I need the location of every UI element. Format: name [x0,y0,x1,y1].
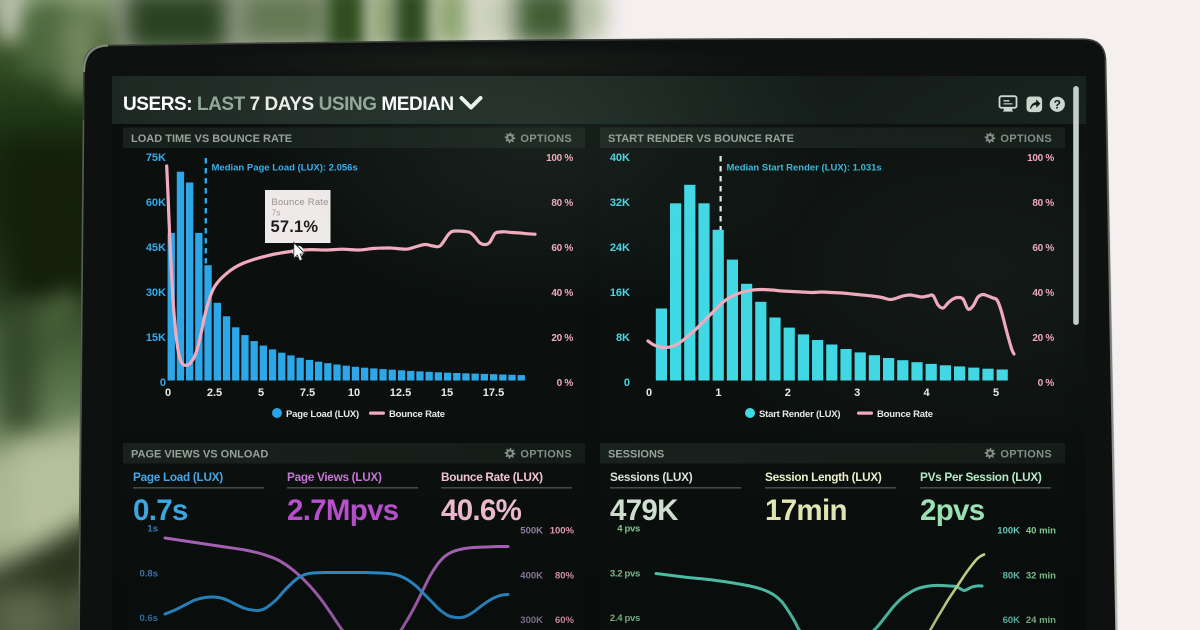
svg-text:7s: 7s [272,208,281,218]
svg-text:45K: 45K [146,242,166,254]
svg-text:0 %: 0 % [1038,378,1055,389]
svg-text:2.7Mpvs: 2.7Mpvs [287,494,399,527]
svg-text:Bounce Rate: Bounce Rate [272,197,329,208]
svg-text:2: 2 [785,387,791,399]
svg-text:3.2 pvs: 3.2 pvs [610,568,640,579]
svg-text:0: 0 [624,377,630,389]
svg-text:40 %: 40 % [551,288,573,299]
svg-text:80K: 80K [1003,570,1021,581]
svg-text:20 %: 20 % [551,333,573,344]
svg-text:0 %: 0 % [557,378,574,389]
svg-text:100K: 100K [997,526,1020,537]
svg-text:Median Page Load (LUX): 2.056s: Median Page Load (LUX): 2.056s [212,163,358,174]
svg-text:1s: 1s [147,524,158,535]
svg-text:15K: 15K [146,332,166,344]
svg-text:0: 0 [165,387,171,399]
svg-text:USERS: LAST 7 DAYS USING MEDIA: USERS: LAST 7 DAYS USING MEDIAN [123,94,454,115]
svg-text:60 %: 60 % [1032,243,1054,254]
svg-text:OPTIONS: OPTIONS [1000,133,1052,145]
svg-text:40.6%: 40.6% [441,494,522,527]
svg-text:24 min: 24 min [1026,615,1056,626]
svg-text:0: 0 [646,387,652,399]
svg-text:2pvs: 2pvs [920,494,985,527]
svg-text:75K: 75K [146,152,166,164]
svg-text:Median Start Render (LUX): 1.0: Median Start Render (LUX): 1.031s [727,163,882,174]
svg-text:479K: 479K [610,494,679,527]
svg-text:30K: 30K [146,287,166,299]
svg-text:Start Render (LUX): Start Render (LUX) [759,409,840,420]
svg-text:OPTIONS: OPTIONS [520,449,572,461]
svg-text:Page Load (LUX): Page Load (LUX) [286,409,359,420]
svg-text:4: 4 [924,387,931,399]
svg-text:10: 10 [348,387,360,399]
svg-text:20 %: 20 % [1032,333,1054,344]
svg-text:100 %: 100 % [546,153,573,164]
svg-text:80 %: 80 % [551,198,573,209]
svg-text:Sessions (LUX): Sessions (LUX) [610,470,693,484]
svg-text:5: 5 [258,387,264,399]
svg-text:24K: 24K [610,242,630,254]
svg-text:60K: 60K [146,197,166,209]
svg-text:Session Length (LUX): Session Length (LUX) [765,470,882,484]
svg-text:17.5: 17.5 [483,387,504,399]
svg-text:PVs Per Session (LUX): PVs Per Session (LUX) [920,470,1042,484]
svg-text:PAGE VIEWS VS ONLOAD: PAGE VIEWS VS ONLOAD [131,449,268,461]
svg-text:Page Views (LUX): Page Views (LUX) [287,470,382,484]
svg-text:12.5: 12.5 [390,387,411,399]
svg-text:OPTIONS: OPTIONS [520,133,572,145]
svg-text:32 min: 32 min [1026,570,1056,581]
svg-text:0: 0 [160,377,166,389]
svg-text:300K: 300K [520,615,543,626]
svg-text:5: 5 [993,387,999,399]
svg-text:57.1%: 57.1% [271,218,319,236]
svg-text:80 %: 80 % [1032,198,1054,209]
svg-text:32K: 32K [610,197,630,209]
svg-text:60%: 60% [555,615,575,626]
svg-text:2.4 pvs: 2.4 pvs [610,613,640,624]
svg-text:SESSIONS: SESSIONS [608,449,664,461]
svg-text:Bounce Rate: Bounce Rate [877,409,933,420]
svg-text:START RENDER VS BOUNCE RATE: START RENDER VS BOUNCE RATE [608,133,794,145]
svg-text:40 %: 40 % [1032,288,1054,299]
svg-text:0.6s: 0.6s [140,613,159,624]
svg-text:80%: 80% [555,570,575,581]
svg-text:100 %: 100 % [1027,153,1054,164]
svg-text:400K: 400K [520,570,543,581]
svg-text:2.5: 2.5 [207,387,222,399]
svg-text:15: 15 [441,387,453,399]
svg-text:60K: 60K [1003,615,1021,626]
svg-text:40 min: 40 min [1026,526,1056,537]
svg-text:Bounce Rate (LUX): Bounce Rate (LUX) [441,470,543,484]
svg-text:17min: 17min [765,494,847,527]
svg-text:3: 3 [854,387,860,399]
svg-text:OPTIONS: OPTIONS [1000,449,1052,461]
svg-text:0.7s: 0.7s [133,494,188,527]
svg-text:8K: 8K [616,332,630,344]
svg-text:LOAD TIME VS BOUNCE RATE: LOAD TIME VS BOUNCE RATE [131,133,292,145]
svg-text:7.5: 7.5 [300,387,315,399]
svg-text:500K: 500K [520,526,543,537]
svg-text:?: ? [1054,98,1061,112]
svg-text:Bounce Rate: Bounce Rate [389,409,445,420]
svg-text:16K: 16K [610,287,630,299]
svg-text:0.8s: 0.8s [140,568,159,579]
svg-text:4 pvs: 4 pvs [617,524,640,535]
svg-text:1: 1 [715,387,721,399]
svg-text:40K: 40K [610,152,630,164]
svg-text:60 %: 60 % [551,243,573,254]
svg-text:Page Load (LUX): Page Load (LUX) [133,470,223,484]
svg-text:100%: 100% [550,526,575,537]
